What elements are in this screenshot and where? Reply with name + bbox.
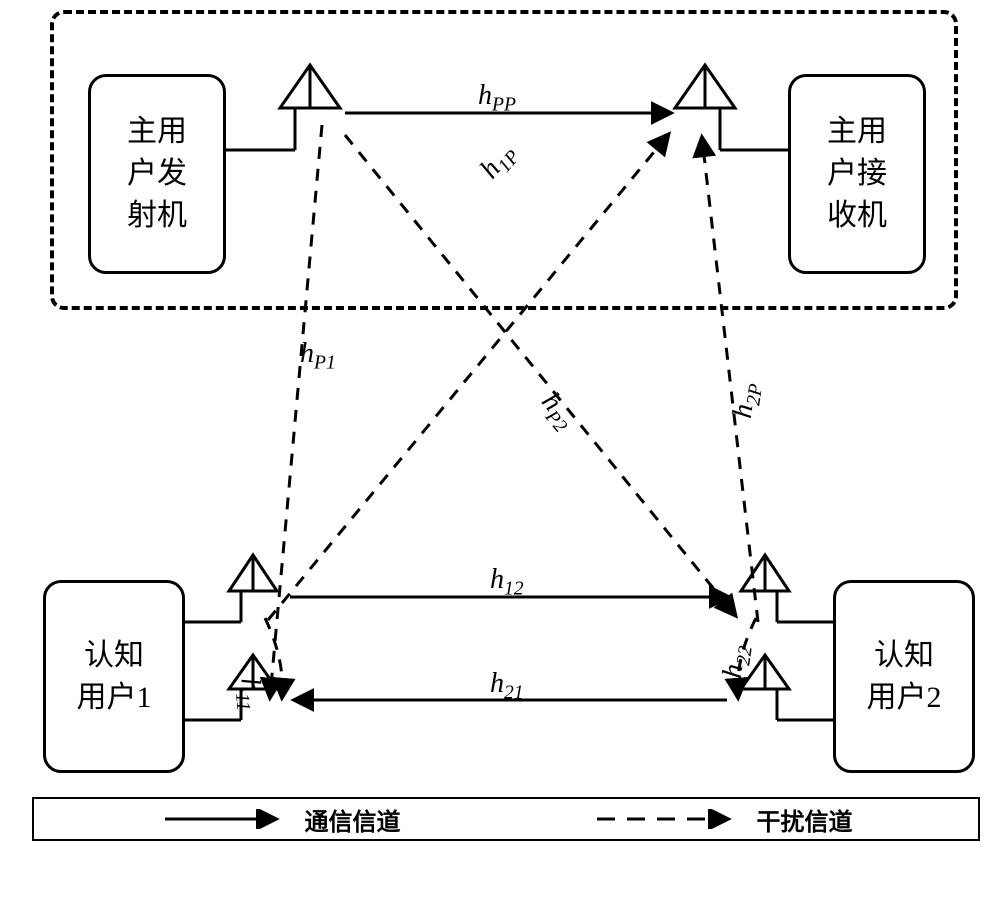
- primary-user-transmitter: 主用 户发 射机: [88, 74, 226, 274]
- channel-hp2: [345, 135, 735, 615]
- label-h12: h12: [490, 564, 524, 601]
- legend-comm-label: 通信信道: [305, 802, 401, 837]
- legend-comm-arrow-icon: [160, 809, 290, 829]
- legend-intf-label: 干扰信道: [757, 802, 853, 837]
- antenna-pu-tx: [225, 65, 340, 150]
- cognitive-user-2: 认知 用户2: [833, 580, 975, 773]
- pu-rx-label: 主用 户接 收机: [827, 111, 887, 237]
- label-h11: h11: [229, 677, 268, 712]
- label-h22: h22: [717, 642, 758, 680]
- cu1-label: 认知 用户1: [77, 635, 152, 719]
- label-h2p: h2P: [727, 380, 768, 421]
- legend-interference: 干扰信道: [592, 802, 853, 837]
- antenna-pu-rx: [675, 65, 788, 150]
- label-h21: h21: [490, 668, 524, 705]
- channel-h2p: [702, 138, 758, 622]
- antenna-cu1-top: [185, 555, 277, 622]
- pu-tx-label: 主用 户发 射机: [127, 111, 187, 237]
- cu2-label: 认知 用户2: [867, 635, 942, 719]
- cognitive-user-1: 认知 用户1: [43, 580, 185, 773]
- channel-h1p: [268, 135, 668, 620]
- label-hp1: hP1: [300, 338, 336, 375]
- legend-communication: 通信信道: [160, 802, 401, 837]
- channel-hp1: [270, 125, 322, 697]
- legend: 通信信道 干扰信道: [32, 797, 980, 841]
- legend-intf-arrow-icon: [592, 809, 742, 829]
- primary-user-receiver: 主用 户接 收机: [788, 74, 926, 274]
- label-hpp: hPP: [478, 80, 516, 117]
